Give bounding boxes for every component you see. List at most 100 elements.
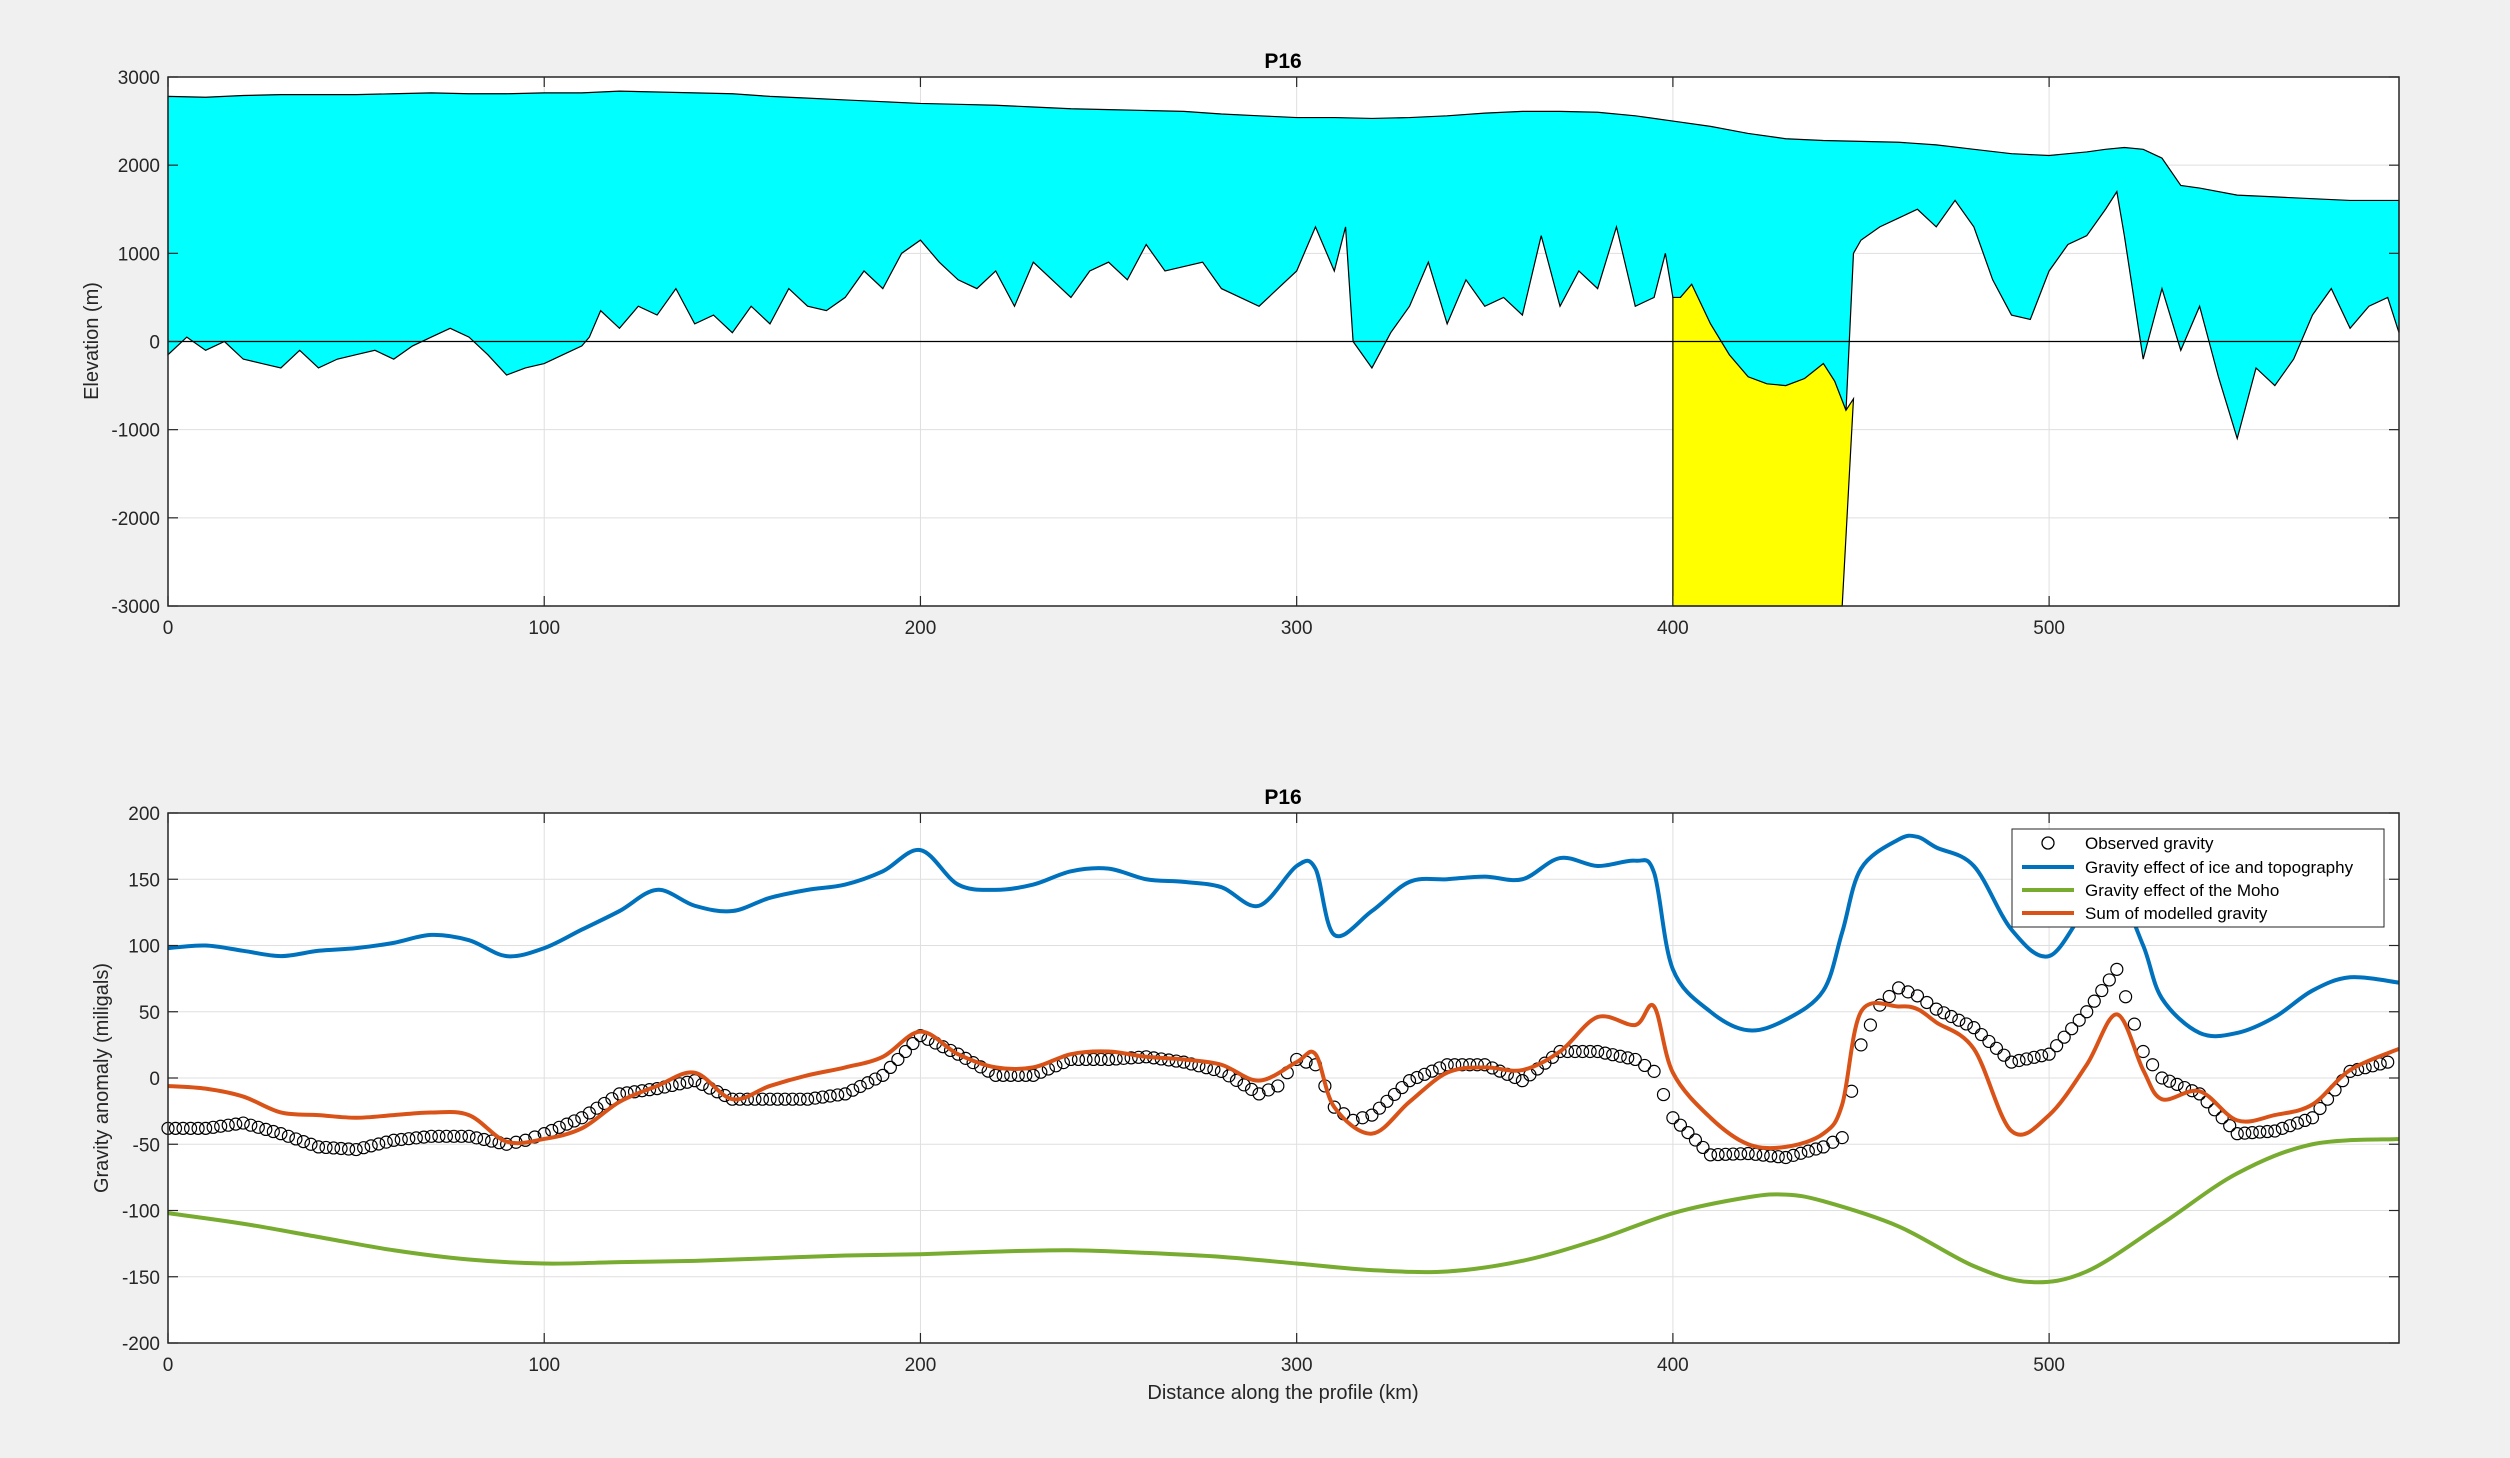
observed-gravity-point <box>1425 1064 1439 1078</box>
observed-gravity-point <box>1974 1027 1988 1042</box>
observed-gravity-point <box>1711 1147 1725 1162</box>
observed-gravity-point <box>808 1091 822 1105</box>
elevation-y-tick-label: 1000 <box>118 244 160 265</box>
observed-gravity-point <box>2127 1017 2141 1031</box>
observed-gravity-point <box>1433 1061 1447 1075</box>
gravity-y-tick-label: -100 <box>122 1202 160 1223</box>
sediment-body <box>1672 283 1855 607</box>
observed-gravity-point <box>913 1028 928 1043</box>
observed-gravity-point <box>334 1141 348 1156</box>
observed-gravity-point <box>861 1076 875 1090</box>
observed-gravity-point <box>2027 1050 2041 1064</box>
observed-gravity-point <box>1944 1009 1958 1024</box>
observed-gravity-point <box>778 1092 792 1106</box>
observed-gravity-point <box>2065 1022 2079 1036</box>
gravity-x-tick-label: 0 <box>163 1355 174 1376</box>
observed-gravity-point <box>1688 1133 1703 1147</box>
gravity-x-axis-label: Distance along the profile (km) <box>1147 1382 1418 1404</box>
observed-gravity-point <box>1892 981 1906 995</box>
observed-gravity-point <box>2080 1005 2094 1019</box>
observed-gravity-point <box>943 1043 958 1058</box>
observed-gravity-point <box>462 1129 476 1143</box>
observed-gravity-point <box>1718 1147 1733 1161</box>
observed-gravity-point <box>1681 1125 1695 1140</box>
observed-gravity-point <box>364 1139 378 1153</box>
observed-gravity-point <box>168 1121 183 1135</box>
elevation-y-tick-label: -1000 <box>111 421 160 442</box>
gravity-x-tick-label: 500 <box>2033 1355 2065 1376</box>
observed-gravity-point <box>1696 1140 1710 1155</box>
gravity-x-tick-label: 100 <box>528 1355 560 1376</box>
moho-gravity-line <box>167 1136 2400 1285</box>
observed-gravity-point <box>1779 1150 1793 1165</box>
observed-gravity-point <box>582 1106 596 1120</box>
observed-gravity-point <box>876 1068 890 1082</box>
observed-gravity-point <box>1271 1079 1285 1093</box>
observed-gravity-point <box>394 1132 408 1147</box>
observed-gravity-point <box>2004 1055 2019 1069</box>
observed-gravity-point <box>883 1060 897 1075</box>
observed-gravity-point <box>1229 1073 1244 1087</box>
observed-gravity-point <box>236 1116 250 1130</box>
observed-gravity-point <box>785 1092 800 1106</box>
legend-label-moho: Gravity effect of the Moho <box>2085 881 2279 900</box>
elevation-y-tick-label: 2000 <box>118 156 160 177</box>
observed-gravity-point <box>221 1118 235 1132</box>
observed-gravity-point <box>1365 1108 1379 1122</box>
observed-gravity-point <box>447 1129 461 1143</box>
observed-gravity-point <box>898 1044 912 1059</box>
observed-gravity-point <box>1771 1150 1785 1164</box>
gravity-x-tick-label: 200 <box>905 1355 937 1376</box>
observed-gravity-point <box>2230 1127 2244 1141</box>
observed-gravity-point <box>402 1132 416 1146</box>
observed-gravity-point <box>199 1121 213 1135</box>
observed-gravity-point <box>718 1088 732 1103</box>
elevation-x-tick-label: 400 <box>1657 618 1689 639</box>
legend-entry-sum: Sum of modelled gravity <box>2022 904 2268 923</box>
observed-gravity-point <box>1410 1070 1424 1085</box>
observed-gravity-point <box>770 1092 785 1106</box>
legend-entry-observed: Observed gravity <box>2041 834 2214 853</box>
elevation-y-tick-label: 0 <box>149 333 160 354</box>
observed-gravity-point <box>1402 1074 1417 1088</box>
observed-gravity-point <box>1124 1051 1138 1065</box>
gravity-data <box>161 833 2400 1285</box>
legend-marker-circle-icon <box>2041 836 2055 850</box>
observed-gravity-point <box>1952 1013 1966 1027</box>
observed-gravity-point <box>266 1124 280 1139</box>
elevation-y-tick-label: -2000 <box>111 509 160 530</box>
gravity-x-tick-label: 300 <box>1281 1355 1313 1376</box>
observed-gravity-point <box>1261 1083 1276 1097</box>
observed-gravity-point <box>1734 1147 1748 1161</box>
observed-gravity-point <box>1478 1058 1492 1072</box>
observed-gravity-point <box>304 1137 318 1151</box>
observed-gravity-point <box>575 1111 589 1125</box>
observed-gravity-point <box>2050 1039 2064 1053</box>
observed-gravity-point <box>1854 1038 1868 1052</box>
observed-gravity-point <box>2072 1013 2086 1027</box>
observed-gravity-point <box>1621 1051 1635 1065</box>
observed-gravity-point <box>2087 994 2101 1008</box>
observed-gravity-point <box>1989 1041 2004 1055</box>
elevation-x-tick-label: 0 <box>163 618 174 639</box>
observed-gravity-point <box>214 1119 228 1133</box>
observed-gravity-point <box>477 1132 491 1147</box>
observed-gravity-point <box>1470 1058 1484 1072</box>
observed-gravity-point <box>2102 973 2116 987</box>
observed-gravity-point <box>1598 1046 1612 1060</box>
observed-gravity-point <box>2260 1124 2274 1139</box>
observed-gravity-point <box>2238 1126 2252 1140</box>
gravity-y-tick-label: 100 <box>128 937 160 958</box>
observed-gravity-point <box>1417 1067 1432 1081</box>
observed-gravity-point <box>357 1141 371 1155</box>
observed-gravity-point <box>1638 1058 1652 1073</box>
observed-gravity-point <box>838 1087 852 1101</box>
observed-gravity-point <box>2298 1113 2312 1128</box>
elevation-y-axis-label: Elevation (m) <box>81 282 103 400</box>
observed-gravity-point <box>2283 1119 2297 1133</box>
observed-gravity-point <box>1809 1142 1823 1156</box>
observed-gravity-point <box>528 1130 542 1144</box>
observed-gravity-point <box>1647 1064 1661 1078</box>
observed-gravity-point <box>1591 1044 1605 1059</box>
